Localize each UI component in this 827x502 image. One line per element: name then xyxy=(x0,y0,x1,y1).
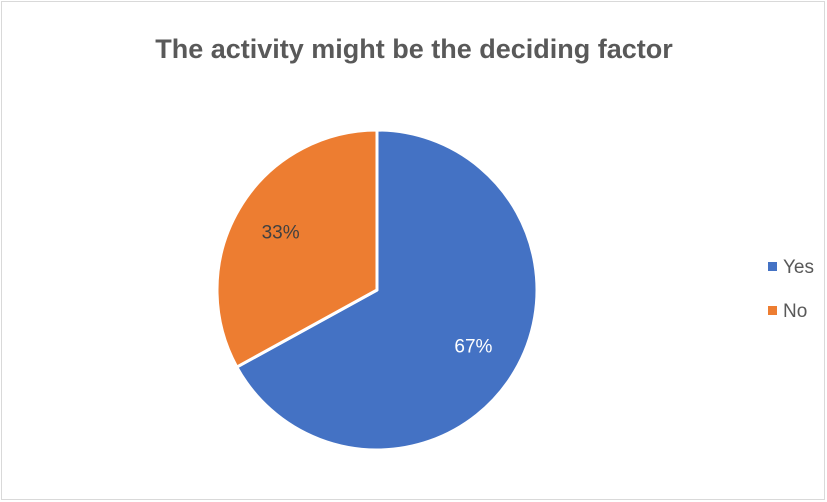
pie-slice-yes xyxy=(235,128,539,452)
pie-data-labels: 67% 33% xyxy=(262,222,493,357)
legend-item-yes: Yes xyxy=(768,257,814,279)
pie-slices xyxy=(215,128,539,452)
data-label-no: 33% xyxy=(262,222,300,243)
legend-swatch-no xyxy=(768,306,777,315)
legend-swatch-yes xyxy=(768,262,777,271)
data-label-yes: 67% xyxy=(454,337,492,358)
legend-item-no: No xyxy=(768,301,807,323)
chart-title: The activity might be the deciding facto… xyxy=(155,34,673,64)
legend-label-no: No xyxy=(783,301,808,322)
pie-slice-no xyxy=(215,128,379,369)
legend-label-yes: Yes xyxy=(783,257,814,278)
